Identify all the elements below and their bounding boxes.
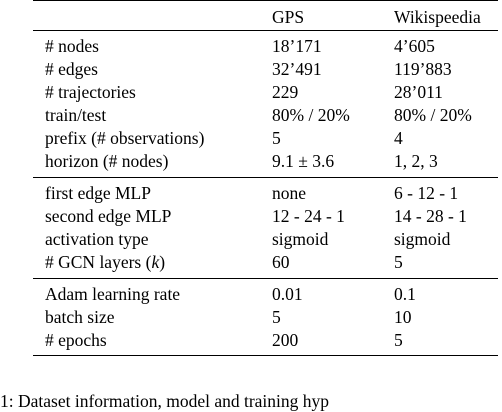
row-label: horizon (# nodes)	[45, 151, 169, 171]
row-label: second edge MLP	[45, 206, 172, 226]
top-rule	[33, 0, 498, 6]
wikispeedia-value: 6 - 12 - 1	[394, 183, 459, 203]
dataset-info-table: GPS Wikispeedia # nodes 18’171 4’605 # e…	[33, 0, 498, 356]
wikispeedia-value: 4	[394, 128, 403, 148]
row-label: batch size	[45, 307, 115, 327]
wikispeedia-value: 14 - 28 - 1	[394, 206, 467, 226]
table-row: # edges 32’491 119’883	[33, 58, 498, 81]
table-row: # GCN layers (k) 60 5	[33, 251, 498, 274]
section-rule	[33, 274, 498, 279]
row-label: Adam learning rate	[45, 284, 181, 304]
gps-value: 32’491	[272, 59, 322, 79]
gps-value: 60	[272, 252, 290, 272]
gps-value: 0.01	[272, 284, 303, 304]
row-label: # nodes	[45, 36, 99, 56]
gps-value: 9.1 ± 3.6	[272, 151, 335, 171]
wikispeedia-value: 10	[394, 307, 412, 327]
section-rule	[33, 173, 498, 178]
wikispeedia-value: 4’605	[394, 36, 435, 56]
wikispeedia-value: 28’011	[394, 82, 443, 102]
table-row: batch size 5 10	[33, 306, 498, 329]
table-row: activation type sigmoid sigmoid	[33, 228, 498, 251]
header-cell-wikispeedia: Wikispeedia	[394, 7, 481, 27]
row-label: first edge MLP	[45, 183, 151, 203]
table-row: # nodes 18’171 4’605	[33, 35, 498, 58]
table-row: first edge MLP none 6 - 12 - 1	[33, 182, 498, 205]
dataset-table-container: GPS Wikispeedia # nodes 18’171 4’605 # e…	[33, 0, 498, 356]
gps-value: sigmoid	[272, 229, 329, 249]
wikispeedia-value: sigmoid	[394, 229, 451, 249]
wikispeedia-value: 119’883	[394, 59, 452, 79]
bottom-rule	[33, 352, 498, 356]
table-row: # epochs 200 5	[33, 329, 498, 352]
table-row: horizon (# nodes) 9.1 ± 3.6 1, 2, 3	[33, 150, 498, 173]
table-row: second edge MLP 12 - 24 - 1 14 - 28 - 1	[33, 205, 498, 228]
header-cell-gps: GPS	[272, 7, 305, 27]
gps-value: 18’171	[272, 36, 322, 56]
wikispeedia-value: 80% / 20%	[394, 105, 472, 125]
wikispeedia-value: 1, 2, 3	[394, 151, 438, 171]
wikispeedia-value: 0.1	[394, 284, 416, 304]
gps-value: 5	[272, 307, 281, 327]
gps-value: 12 - 24 - 1	[272, 206, 345, 226]
header-cell-label	[33, 6, 272, 29]
row-label: # trajectories	[45, 82, 136, 102]
wikispeedia-value: 5	[394, 330, 403, 350]
row-label: train/test	[45, 105, 107, 125]
row-label: prefix (# observations)	[45, 128, 205, 148]
gps-value: none	[272, 183, 307, 203]
gps-value: 5	[272, 128, 281, 148]
table-row: train/test 80% / 20% 80% / 20%	[33, 104, 498, 127]
table-caption: 1: Dataset information, model and traini…	[0, 391, 330, 411]
wikispeedia-value: 5	[394, 252, 403, 272]
gps-value: 80% / 20%	[272, 105, 350, 125]
header-rule	[33, 29, 498, 31]
gps-value: 200	[272, 330, 299, 350]
table-row: prefix (# observations) 5 4	[33, 127, 498, 150]
row-label: activation type	[45, 229, 149, 249]
table-row: Adam learning rate 0.01 0.1	[33, 283, 498, 306]
row-label: # GCN layers (k)	[45, 252, 166, 272]
gps-value: 229	[272, 82, 299, 102]
table-row: # trajectories 229 28’011	[33, 81, 498, 104]
header-row: GPS Wikispeedia	[33, 6, 498, 29]
row-label: # epochs	[45, 330, 107, 350]
row-label: # edges	[45, 59, 98, 79]
